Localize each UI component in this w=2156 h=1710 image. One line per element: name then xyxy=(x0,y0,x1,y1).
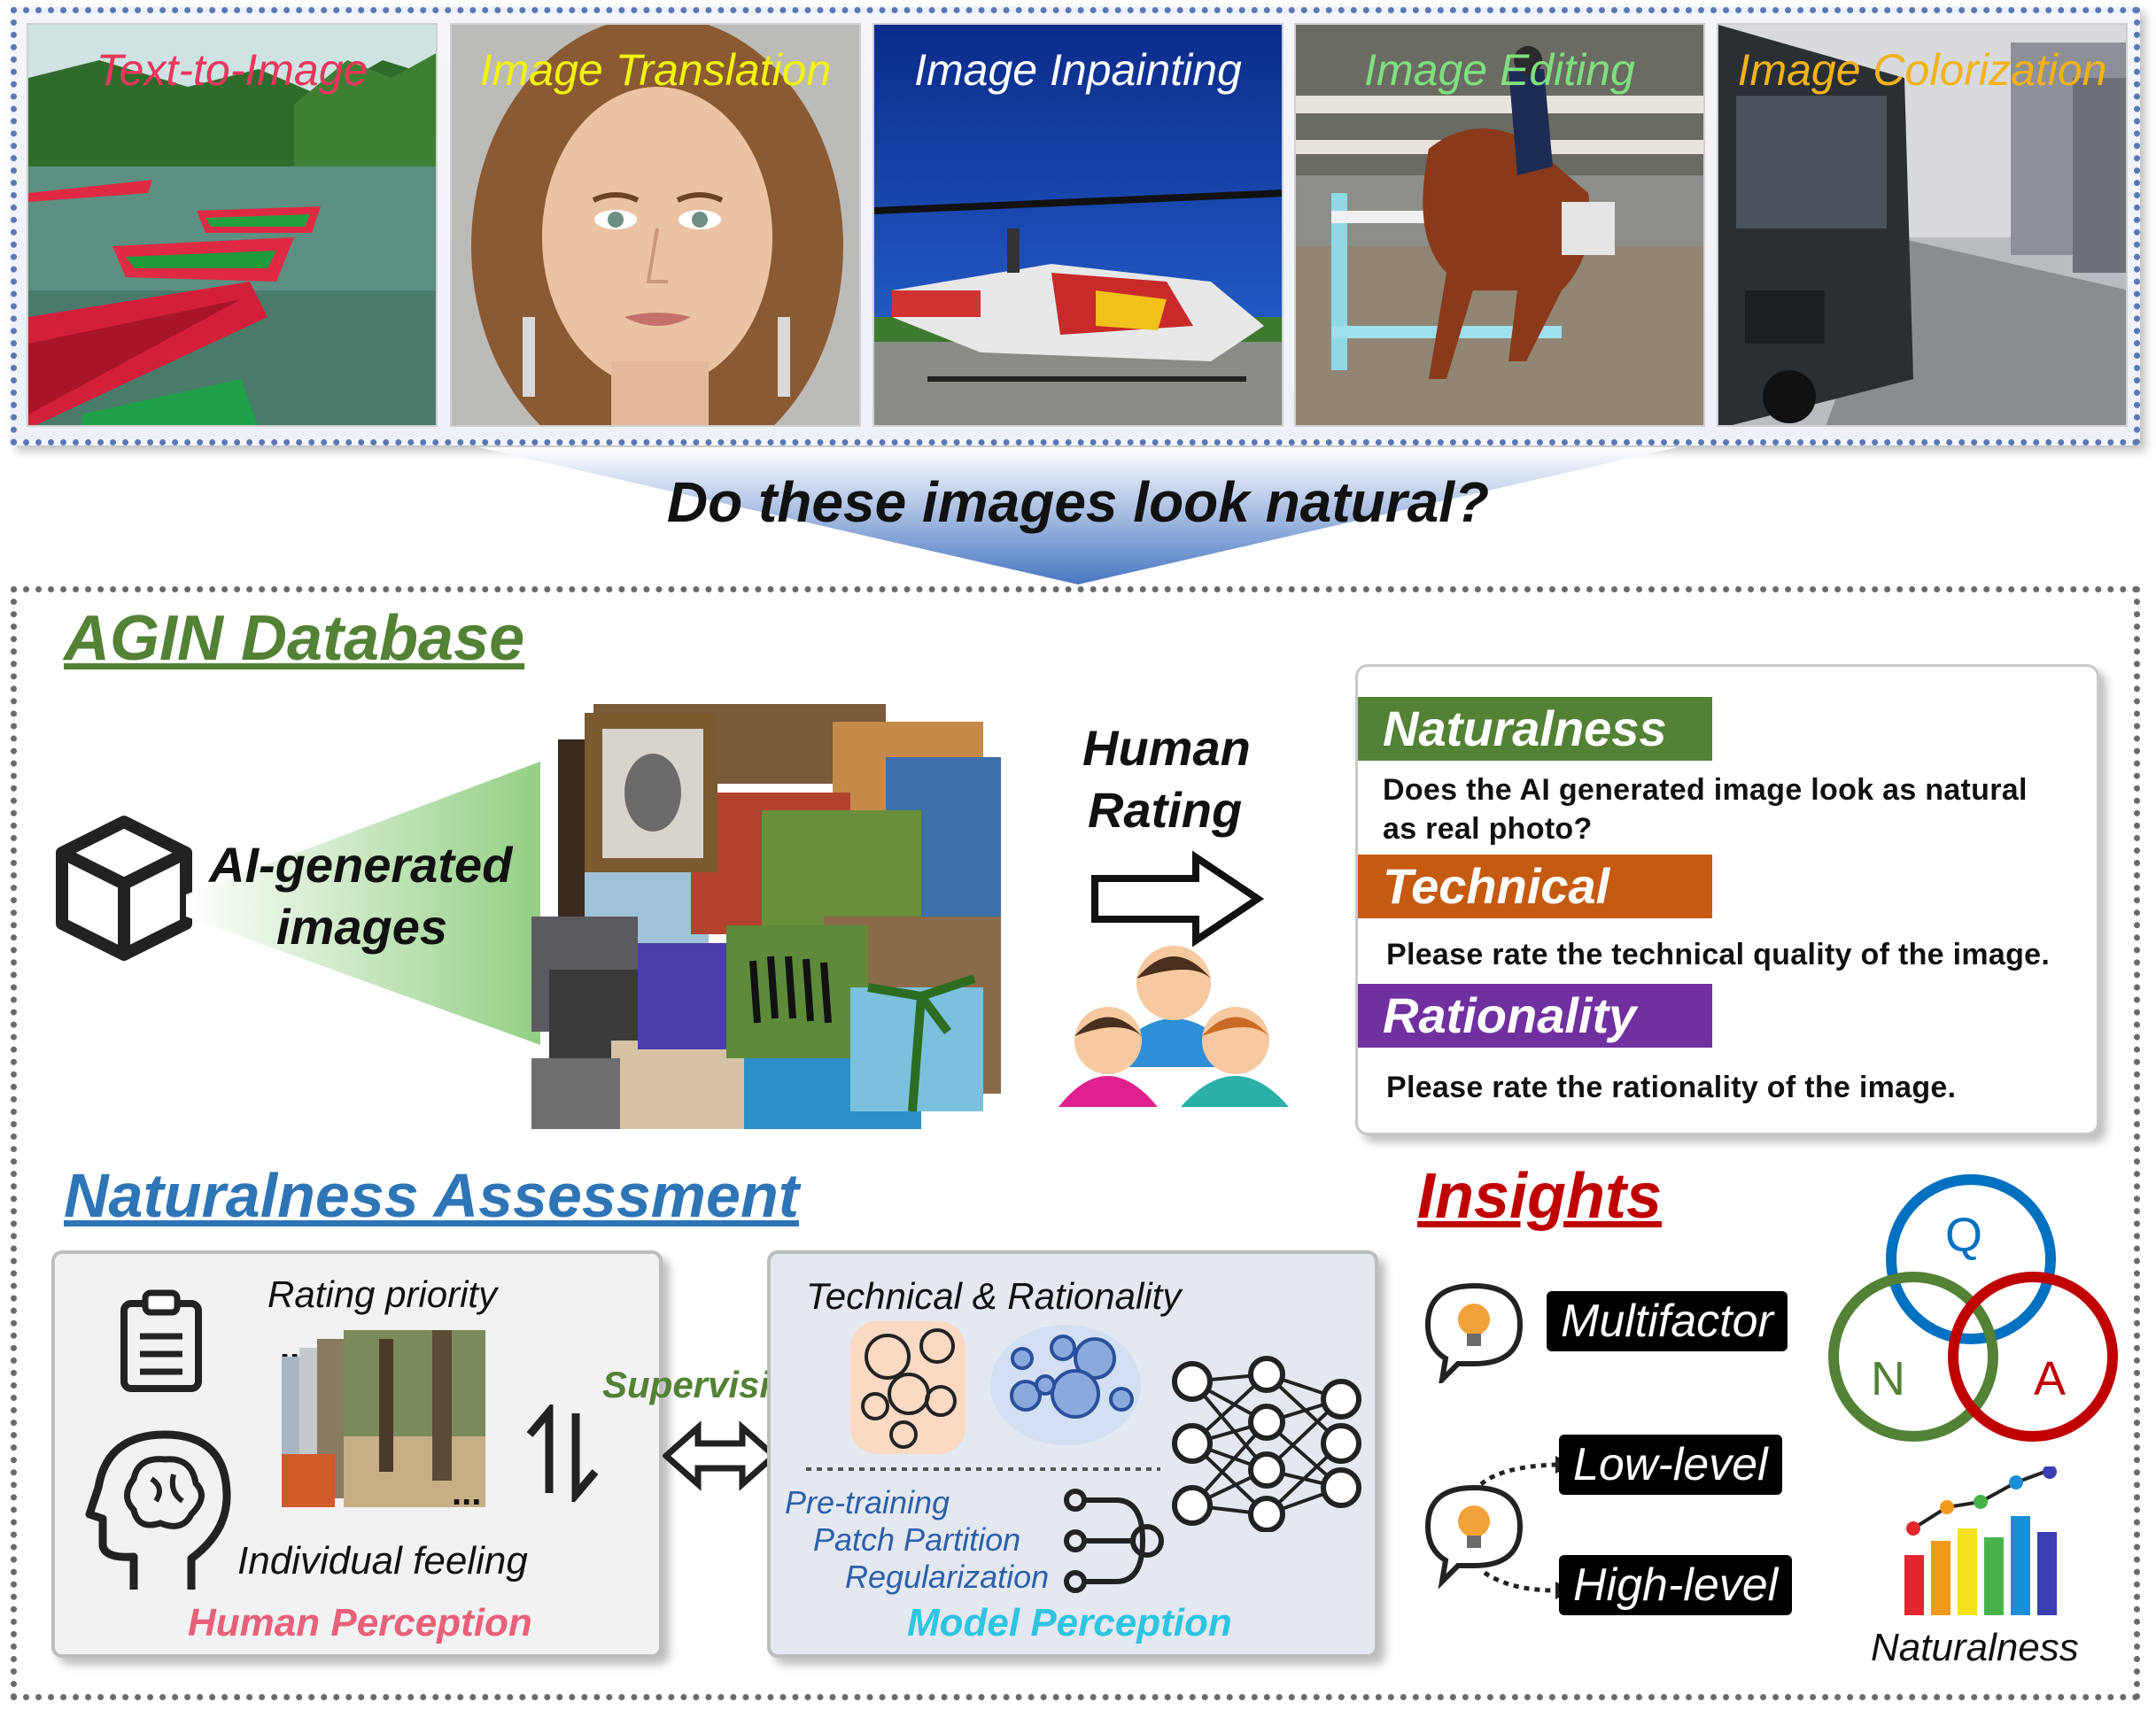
sample-image-editing: Image Editing xyxy=(1294,23,1705,427)
human-rating-label-1: Human xyxy=(1082,720,1251,776)
right-arrow-icon xyxy=(1091,850,1265,948)
ai-generated-label: AI-generated xyxy=(209,837,513,893)
naturalness-assessment-title: Naturalness Assessment xyxy=(64,1161,800,1230)
agin-database-title: AGIN Database xyxy=(64,603,525,674)
task-label-image-editing: Image Editing xyxy=(1364,45,1635,95)
task-label-image-translation: Image Translation xyxy=(479,45,832,95)
rationality-feature-cluster xyxy=(990,1325,1141,1445)
sample-image-text-to-image: Text-to-Image xyxy=(27,23,438,427)
criterion-naturalness-tag: Naturalness xyxy=(1358,697,1712,761)
sample-image-inpainting: Image Inpainting xyxy=(872,23,1284,427)
projection-cone xyxy=(186,762,540,1045)
funnel-arrow xyxy=(478,447,1678,584)
double-arrow-icon xyxy=(663,1420,778,1491)
technical-feature-cluster xyxy=(850,1321,966,1454)
task-label-text-to-image: Text-to-Image xyxy=(96,45,368,95)
model-perception-label: Model Perception xyxy=(907,1601,1232,1644)
low-level-badge: Low-level xyxy=(1559,1435,1782,1495)
venn-label-q: Q xyxy=(1945,1209,1983,1262)
clipboard-icon xyxy=(120,1289,202,1392)
regularization-label: Regularization xyxy=(845,1559,1050,1595)
pretraining-label: Pre-training xyxy=(785,1484,950,1520)
cube-icon xyxy=(56,816,192,961)
task-label-image-colorization: Image Colorization xyxy=(1737,45,2107,95)
criterion-rationality-tag: Rationality xyxy=(1358,984,1712,1048)
rating-criteria-card: Naturalness Does the AI generated image … xyxy=(1355,664,2099,1135)
images-label: images xyxy=(276,899,447,955)
multifactor-badge: Multifactor xyxy=(1547,1291,1788,1351)
criterion-technical-tag: Technical xyxy=(1358,855,1712,918)
human-perception-label: Human Perception xyxy=(188,1601,532,1644)
sample-image-translation: Image Translation xyxy=(450,23,861,427)
patch-partition-label: Patch Partition xyxy=(813,1521,1021,1558)
technical-rationality-label: Technical & Rationality xyxy=(806,1275,1182,1317)
sample-image-stack xyxy=(282,1330,485,1507)
workflow-icon xyxy=(1064,1489,1164,1593)
rating-priority-label: Rating priority xyxy=(268,1273,498,1315)
venn-label-n: N xyxy=(1871,1352,1905,1405)
criterion-rationality-question: Please rate the rationality of the image… xyxy=(1386,1071,1957,1104)
human-rating-label-2: Rating xyxy=(1088,782,1243,838)
high-level-badge: High-level xyxy=(1559,1555,1793,1615)
up-down-arrows-icon xyxy=(526,1404,599,1502)
naturalness-bar-icon xyxy=(1904,1466,2057,1615)
brain-head-icon xyxy=(85,1430,231,1590)
criterion-technical-question: Please rate the technical quality of the… xyxy=(1386,938,2051,971)
image-collage xyxy=(531,704,1001,1129)
naturalness-question: Do these images look natural? xyxy=(666,470,1490,534)
insights-title: Insights xyxy=(1417,1161,1663,1232)
lightbulb-bubble-icon xyxy=(1424,1282,1524,1383)
sample-image-colorization: Image Colorization xyxy=(1717,23,2128,427)
task-label-image-inpainting: Image Inpainting xyxy=(914,45,1242,95)
people-icon xyxy=(1059,946,1289,1107)
criterion-naturalness-question-2: as real photo? xyxy=(1383,812,1593,846)
venn-diagram xyxy=(1828,1174,2118,1442)
neural-network-icon xyxy=(1172,1356,1361,1532)
naturalness-caption: Naturalness xyxy=(1871,1626,2079,1669)
venn-label-a: A xyxy=(2034,1352,2067,1405)
dots-bottom: ... xyxy=(452,1474,482,1513)
individual-feeling-label: Individual feeling xyxy=(237,1539,528,1582)
lightbulb-bubble-arrows-icon xyxy=(1424,1456,1573,1599)
criterion-naturalness-question-1: Does the AI generated image look as natu… xyxy=(1383,773,2028,807)
dotted-divider xyxy=(806,1467,1160,1471)
